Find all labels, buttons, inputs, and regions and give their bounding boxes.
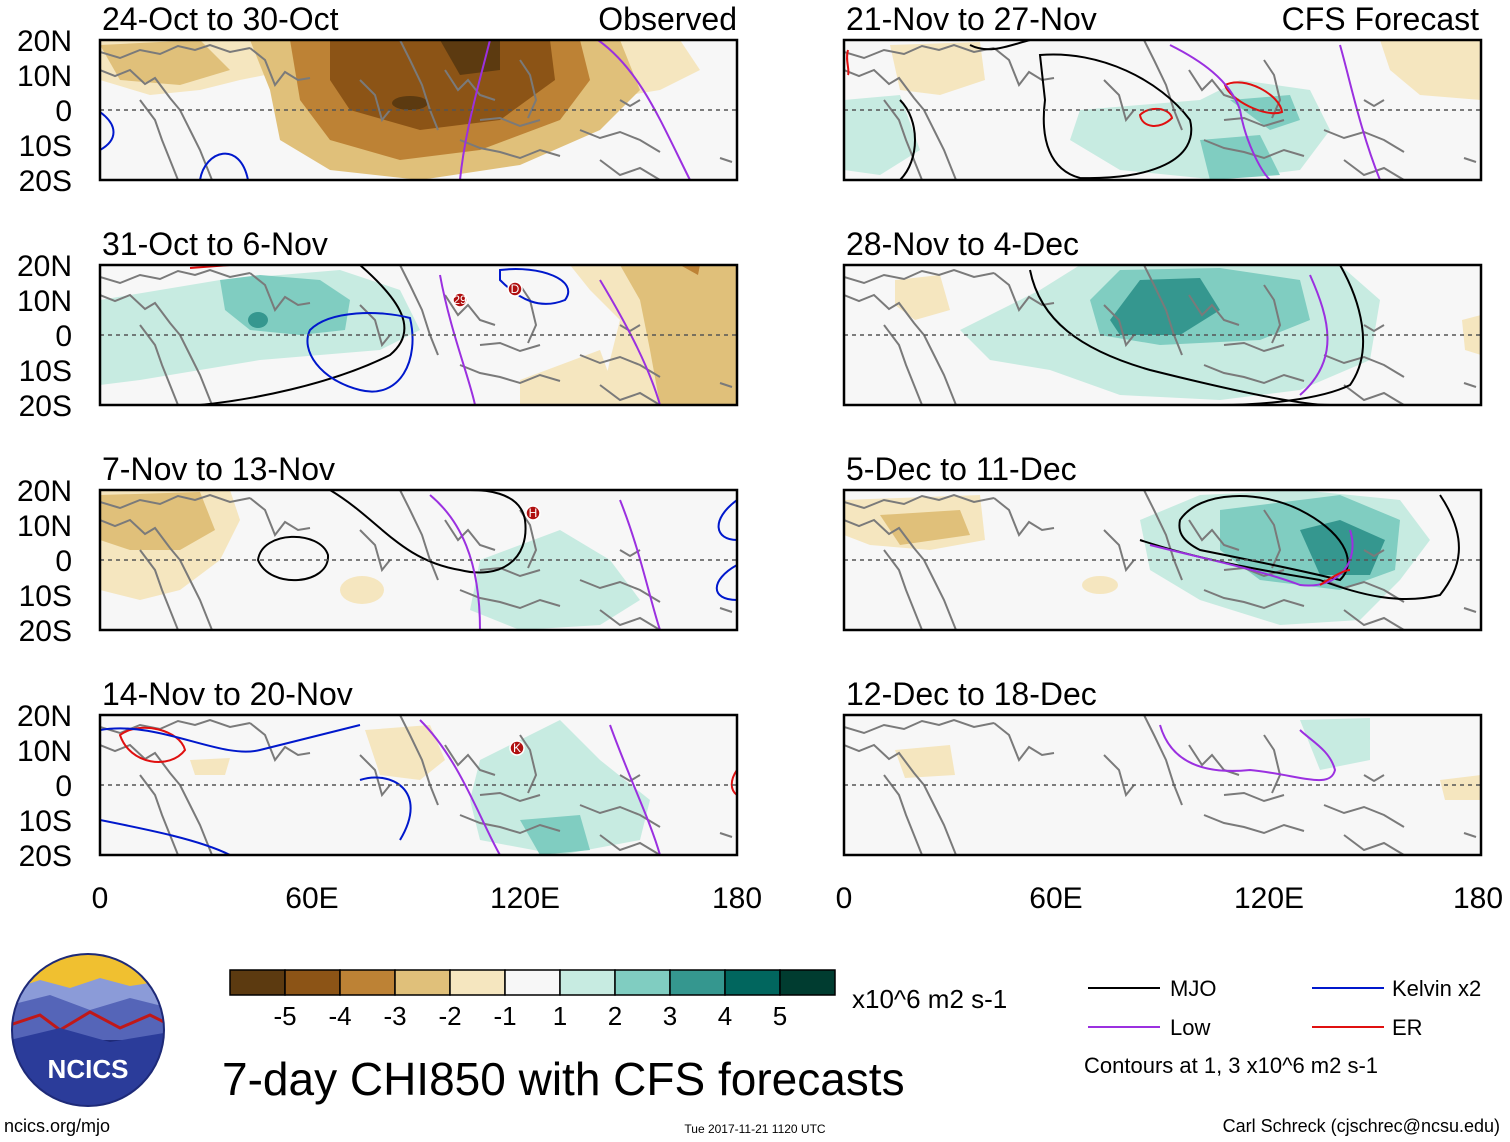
colorbar-swatch (614, 969, 671, 996)
map-panel-3: K (98, 713, 739, 857)
svg-text:180: 180 (712, 882, 762, 915)
colorbar-swatch (559, 969, 616, 996)
svg-text:10N: 10N (17, 735, 72, 768)
svg-text:20S: 20S (19, 165, 72, 198)
svg-text:0: 0 (92, 882, 109, 915)
svg-text:0: 0 (55, 320, 72, 353)
footer-center: Tue 2017-11-21 1120 UTC (684, 1122, 826, 1136)
svg-text:0: 0 (55, 95, 72, 128)
panel-label-3: 14-Nov to 20-Nov (102, 676, 353, 712)
svg-text:10S: 10S (19, 355, 72, 388)
svg-text:180: 180 (1453, 882, 1503, 915)
legend-note: Contours at 1, 3 x10^6 m2 s-1 (1084, 1053, 1378, 1078)
colorbar-swatch (394, 969, 451, 996)
svg-text:10N: 10N (17, 60, 72, 93)
colorbar-units: x10^6 m2 s-1 (852, 984, 1007, 1014)
panel-label-6: 5-Dec to 11-Dec (846, 451, 1077, 487)
svg-text:20S: 20S (19, 390, 72, 423)
panel-label-0: 24-Oct to 30-Oct (102, 1, 339, 37)
lon-axis-left: 0 60E 120E 180 (92, 882, 762, 915)
colorbar-label: -1 (493, 1001, 516, 1031)
ncics-logo: NCICS (11, 953, 165, 1107)
logo-text: NCICS (48, 1054, 129, 1084)
svg-text:120E: 120E (490, 882, 560, 915)
lat-axis: 20N 10N 0 10S 20S 20N 10N 0 10S 20S 20N … (17, 25, 72, 873)
colorbar-label: -3 (383, 1001, 406, 1031)
panel-label-5: 28-Nov to 4-Dec (846, 226, 1079, 262)
svg-text:20N: 20N (17, 700, 72, 733)
svg-text:20N: 20N (17, 475, 72, 508)
svg-text:10S: 10S (19, 130, 72, 163)
main-title: 7-day CHI850 with CFS forecasts (222, 1053, 905, 1105)
map-panel-1: 29 D (98, 263, 739, 407)
legend-label-low: Low (1170, 1015, 1210, 1040)
panel-label-2: 7-Nov to 13-Nov (102, 451, 335, 487)
map-panel-5 (842, 263, 1483, 407)
svg-text:0: 0 (55, 545, 72, 578)
storm-marker-k: K (509, 740, 525, 756)
observed-label: Observed (598, 1, 737, 37)
svg-text:10N: 10N (17, 510, 72, 543)
svg-text:10N: 10N (17, 285, 72, 318)
colorbar-swatch (339, 969, 396, 996)
colorbar-label: 4 (718, 1001, 732, 1031)
svg-text:120E: 120E (1234, 882, 1304, 915)
svg-text:10S: 10S (19, 580, 72, 613)
svg-text:29: 29 (453, 293, 467, 307)
forecast-label: CFS Forecast (1282, 1, 1479, 37)
colorbar-label: 3 (663, 1001, 677, 1031)
colorbar-label: -2 (438, 1001, 461, 1031)
map-panel-0 (98, 38, 739, 182)
svg-text:20S: 20S (19, 840, 72, 873)
map-panel-7 (842, 713, 1483, 857)
svg-text:20N: 20N (17, 250, 72, 283)
colorbar-label: 1 (553, 1001, 567, 1031)
svg-text:20S: 20S (19, 615, 72, 648)
colorbar-swatch (724, 969, 781, 996)
footer-right: Carl Schreck (cjschrec@ncsu.edu) (1223, 1116, 1500, 1136)
colorbar-label: -4 (328, 1001, 351, 1031)
colorbar-swatch (449, 969, 506, 996)
svg-text:60E: 60E (1029, 882, 1082, 915)
colorbar-label: 2 (608, 1001, 622, 1031)
svg-text:60E: 60E (285, 882, 338, 915)
legend-label-er: ER (1392, 1015, 1423, 1040)
svg-text:D: D (511, 282, 520, 296)
svg-text:H: H (529, 506, 538, 520)
map-panel-2: H (98, 488, 739, 632)
panel-label-1: 31-Oct to 6-Nov (102, 226, 328, 262)
map-panel-6 (842, 488, 1483, 632)
storm-marker-29: 29 (452, 292, 468, 308)
panel-label-7: 12-Dec to 18-Dec (846, 676, 1097, 712)
storm-marker-d: D (507, 281, 523, 297)
colorbar-swatch (504, 969, 561, 996)
svg-text:K: K (513, 741, 521, 755)
footer-left: ncics.org/mjo (4, 1116, 110, 1136)
colorbar-swatch (229, 969, 286, 996)
colorbar-swatch (669, 969, 726, 996)
svg-text:10S: 10S (19, 805, 72, 838)
legend-label-mjo: MJO (1170, 976, 1216, 1001)
colorbar: -5 -4 -3 -2 -1 1 2 3 4 5 (229, 969, 836, 1031)
colorbar-swatch (779, 969, 836, 996)
legend-label-kelvin: Kelvin x2 (1392, 976, 1481, 1001)
svg-text:20N: 20N (17, 25, 72, 58)
svg-text:0: 0 (55, 770, 72, 803)
colorbar-label: 5 (773, 1001, 787, 1031)
storm-marker-h: H (525, 505, 541, 521)
colorbar-swatch (284, 969, 341, 996)
lon-axis-right: 0 60E 120E 180 (836, 882, 1503, 915)
map-panel-4 (842, 38, 1483, 182)
legend: MJO Kelvin x2 Low ER Contours at 1, 3 x1… (1084, 976, 1481, 1078)
svg-text:0: 0 (836, 882, 853, 915)
colorbar-label: -5 (273, 1001, 296, 1031)
panel-label-4: 21-Nov to 27-Nov (846, 1, 1097, 37)
